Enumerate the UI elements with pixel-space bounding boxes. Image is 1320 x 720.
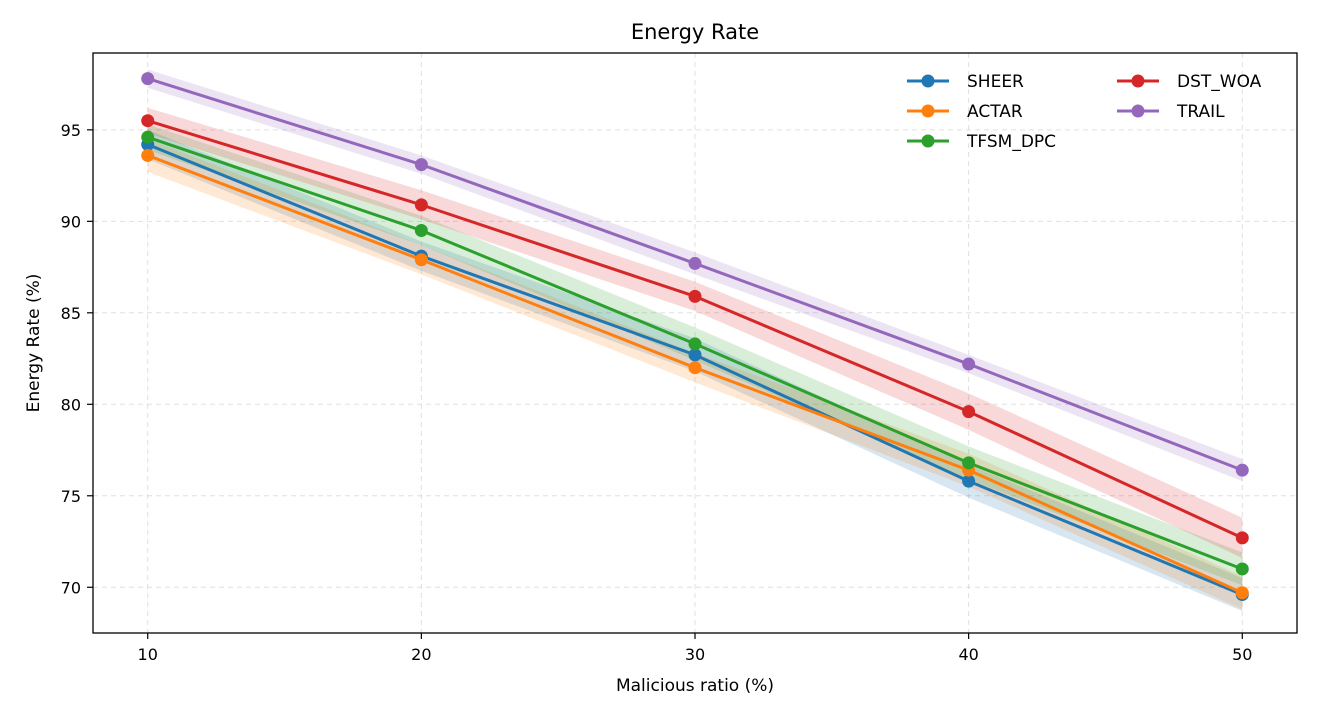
y-tick-label-90: 90 xyxy=(61,212,81,231)
legend-swatch-marker xyxy=(921,104,935,118)
legend-item-tfsm_dpc: TFSM_DPC xyxy=(907,132,1056,152)
series-lines xyxy=(141,72,1249,602)
point-tfsm_dpc-30 xyxy=(688,337,702,351)
point-dst_woa-30 xyxy=(688,289,702,303)
point-tfsm_dpc-20 xyxy=(414,223,428,237)
y-axis-label: Energy Rate (%) xyxy=(24,274,44,413)
axes: 10 20 30 40 50 70 75 80 85 90 95 xyxy=(61,52,1298,664)
legend-swatch-marker xyxy=(1131,74,1145,88)
point-tfsm_dpc-10 xyxy=(141,130,155,144)
point-sheer-30 xyxy=(688,348,702,362)
legend-swatch-marker xyxy=(921,74,935,88)
point-actar-20 xyxy=(414,253,428,267)
point-dst_woa-50 xyxy=(1235,531,1249,545)
point-actar-10 xyxy=(141,148,155,162)
x-tick-label-20: 20 xyxy=(411,645,431,664)
y-tick-label-85: 85 xyxy=(61,304,81,323)
legend-item-dst_woa: DST_WOA xyxy=(1117,72,1262,92)
chart-title: Energy Rate xyxy=(631,20,759,44)
point-trail-40 xyxy=(962,357,976,371)
point-tfsm_dpc-50 xyxy=(1235,562,1249,576)
x-tick-label-10: 10 xyxy=(138,645,158,664)
point-trail-10 xyxy=(141,72,155,86)
point-dst_woa-20 xyxy=(414,198,428,212)
legend-label: SHEER xyxy=(967,72,1024,92)
legend-item-actar: ACTAR xyxy=(907,102,1023,122)
point-trail-50 xyxy=(1235,463,1249,477)
point-actar-30 xyxy=(688,361,702,375)
point-dst_woa-40 xyxy=(962,405,976,419)
point-trail-30 xyxy=(688,256,702,270)
point-actar-50 xyxy=(1235,586,1249,600)
point-sheer-40 xyxy=(962,474,976,488)
legend-label: ACTAR xyxy=(967,102,1023,122)
legend-swatch-marker xyxy=(921,134,935,148)
legend-swatch-marker xyxy=(1131,104,1145,118)
point-tfsm_dpc-40 xyxy=(962,456,976,470)
point-trail-20 xyxy=(414,158,428,172)
x-tick-label-50: 50 xyxy=(1232,645,1252,664)
band-trail xyxy=(147,69,1243,482)
y-tick-label-70: 70 xyxy=(61,578,81,597)
legend-item-sheer: SHEER xyxy=(907,72,1024,92)
legend: SHEER ACTAR TFSM_DPC DST_WOA TRAIL xyxy=(907,72,1262,152)
y-tick-label-95: 95 xyxy=(61,121,81,140)
legend-label: TRAIL xyxy=(1176,102,1225,122)
x-axis-label: Malicious ratio (%) xyxy=(616,676,774,696)
y-tick-label-75: 75 xyxy=(61,487,81,506)
x-tick-label-40: 40 xyxy=(958,645,978,664)
point-dst_woa-10 xyxy=(141,114,155,128)
y-tick-label-80: 80 xyxy=(61,395,81,414)
legend-label: TFSM_DPC xyxy=(966,132,1056,152)
legend-label: DST_WOA xyxy=(1177,72,1262,92)
legend-item-trail: TRAIL xyxy=(1117,102,1225,122)
x-tick-label-30: 30 xyxy=(685,645,705,664)
